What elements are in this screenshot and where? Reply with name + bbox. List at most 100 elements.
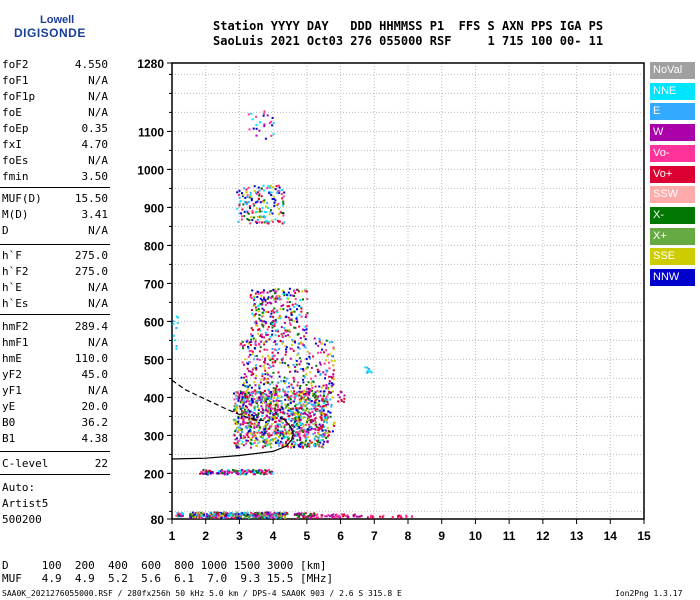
echo-point: [264, 331, 267, 334]
echo-point: [320, 414, 323, 417]
echo-point: [306, 413, 309, 416]
echo-point: [237, 415, 240, 418]
echo-point: [288, 287, 291, 290]
echo-point: [265, 516, 268, 519]
echo-point: [289, 347, 292, 350]
echo-point: [274, 391, 276, 394]
echo-point: [302, 434, 305, 437]
echo-point: [270, 472, 273, 475]
echo-point: [248, 350, 251, 353]
echo-point: [260, 418, 262, 421]
echo-point: [288, 415, 291, 418]
param-value: N/A: [88, 384, 108, 397]
echo-point: [274, 388, 277, 391]
echo-point: [250, 438, 253, 441]
echo-point: [252, 432, 255, 434]
x-tick-label: 7: [371, 529, 378, 543]
echo-point: [294, 513, 297, 515]
param-row: yF2 45.0: [2, 368, 108, 384]
echo-point: [263, 199, 266, 202]
echo-point: [255, 424, 258, 427]
echo-point: [299, 436, 302, 439]
echo-point: [367, 371, 370, 373]
echo-point: [273, 348, 276, 351]
echo-point: [254, 292, 257, 295]
echo-point: [255, 364, 257, 367]
echo-point: [343, 397, 346, 400]
echo-point: [234, 419, 237, 421]
echo-point: [242, 406, 245, 409]
echo-point: [273, 403, 276, 406]
echo-point: [302, 408, 305, 411]
echo-point: [305, 430, 308, 433]
echo-point: [256, 444, 258, 447]
echo-point: [294, 341, 297, 344]
echo-point: [312, 380, 315, 383]
echo-point: [254, 338, 257, 341]
echo-point: [313, 418, 316, 421]
echo-point: [252, 398, 255, 400]
echo-point: [268, 221, 271, 224]
echo-point: [258, 328, 261, 331]
echo-point: [235, 513, 238, 515]
echo-point: [286, 404, 289, 407]
echo-point: [241, 470, 244, 473]
echo-point: [261, 311, 264, 314]
muf-row: MUF 4.9 4.9 5.2 5.6 6.1 7.0 9.3 15.5 [MH…: [2, 572, 334, 585]
echo-point: [339, 516, 341, 519]
echo-point: [305, 437, 308, 440]
echo-point: [231, 471, 233, 474]
echo-point: [256, 416, 259, 418]
echo-point: [233, 405, 236, 408]
echo-point: [268, 390, 271, 392]
echo-point: [244, 395, 247, 397]
echo-point: [254, 312, 257, 315]
echo-point: [260, 401, 263, 404]
echo-point: [274, 310, 277, 313]
echo-point: [252, 473, 255, 476]
echo-point: [258, 221, 261, 224]
param-row: hmF2 289.4: [2, 320, 108, 336]
echo-point: [294, 417, 297, 420]
echo-point: [327, 410, 330, 413]
echo-point: [262, 364, 265, 367]
echo-point: [251, 371, 254, 374]
y-tick-label: 1100: [138, 125, 164, 139]
echo-point: [244, 196, 247, 199]
echo-point: [273, 325, 276, 328]
echo-point: [218, 470, 220, 473]
echo-point: [277, 330, 279, 333]
echo-point: [240, 437, 242, 439]
echo-point: [284, 418, 287, 421]
echo-point: [250, 297, 253, 299]
echo-point: [259, 346, 262, 349]
echo-point: [228, 513, 231, 516]
legend-item: SSW: [650, 186, 695, 204]
param-row: h`F2 275.0: [2, 265, 108, 281]
echo-point: [255, 207, 258, 210]
echo-point: [280, 402, 283, 405]
echo-point: [232, 514, 235, 517]
echo-point: [250, 199, 253, 202]
echo-point: [215, 511, 218, 514]
echo-point: [272, 517, 274, 519]
echo-point: [325, 437, 328, 439]
param-value: 36.2: [81, 416, 109, 429]
echo-point: [286, 301, 289, 304]
echo-point: [303, 329, 306, 332]
echo-point: [250, 514, 253, 517]
echo-point: [305, 394, 308, 397]
echo-point: [275, 349, 278, 352]
echo-point: [318, 423, 321, 426]
echo-point: [243, 187, 245, 190]
echo-point: [282, 304, 285, 307]
echo-point: [277, 430, 280, 433]
echo-point: [278, 396, 281, 399]
echo-point: [254, 384, 257, 387]
echo-point: [249, 370, 252, 373]
echo-point: [304, 517, 307, 520]
echo-point: [247, 342, 250, 345]
echo-point: [285, 346, 288, 349]
echo-point: [261, 336, 263, 338]
echo-point: [271, 416, 274, 419]
